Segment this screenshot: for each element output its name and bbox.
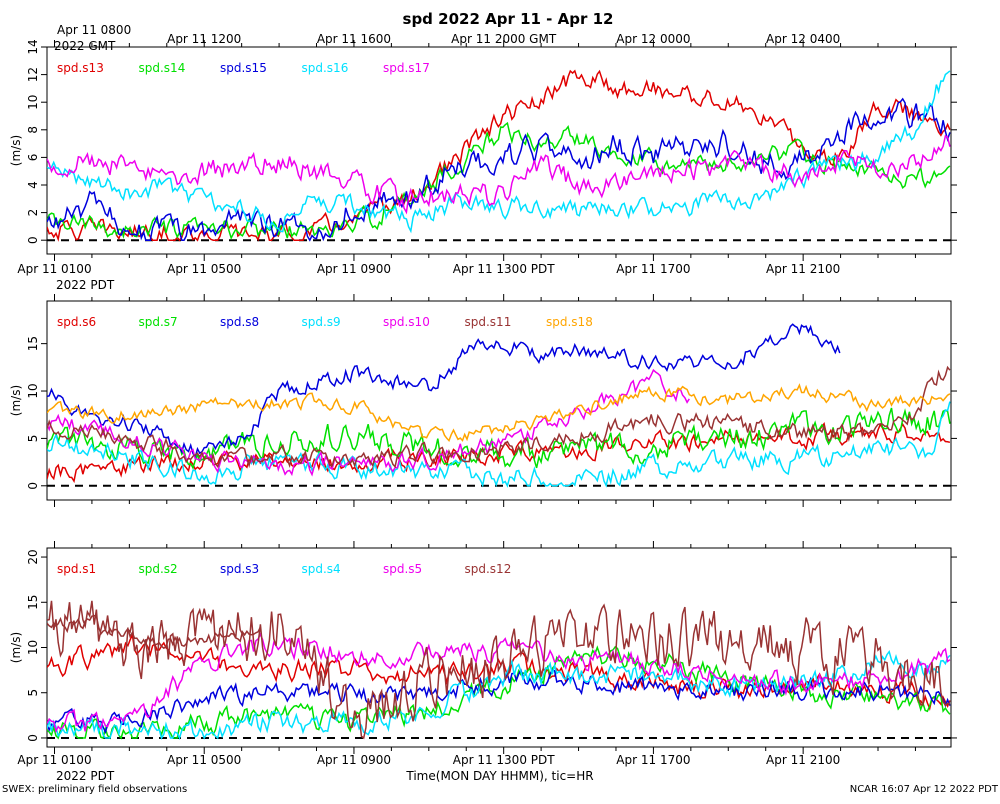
series-line-spd-s8 — [47, 323, 841, 460]
gmt-tick-label: Apr 11 1600 — [317, 32, 391, 46]
y-tick-label: 14 — [26, 39, 40, 54]
legend-spd-s3: spd.s3 — [220, 562, 259, 576]
pdt-tick-label: Apr 11 1300 PDT — [453, 262, 555, 276]
y-axis-label: (m/s) — [9, 385, 23, 416]
y-tick-label: 15 — [26, 336, 40, 351]
y-tick-label: 5 — [26, 435, 40, 443]
legend-spd-s10: spd.s10 — [383, 315, 430, 329]
pdt-tick-label: Apr 11 2100 — [766, 753, 840, 767]
gmt-tick-label: Apr 11 1200 — [167, 32, 241, 46]
footer-right: NCAR 16:07 Apr 12 2022 PDT — [850, 784, 999, 795]
y-tick-label: 15 — [26, 595, 40, 610]
legend-spd-s16: spd.s16 — [302, 61, 349, 75]
series-line-spd-s13 — [47, 69, 951, 242]
plot-frame — [46, 46, 952, 255]
pdt-tick-label: Apr 11 0500 — [167, 753, 241, 767]
legend-spd-s15: spd.s15 — [220, 61, 267, 75]
gmt-tick-label: Apr 12 0000 — [616, 32, 690, 46]
series-line-spd-s18 — [47, 383, 951, 442]
series-line-spd-s16 — [47, 70, 951, 234]
pdt-year-label: 2022 PDT — [56, 278, 115, 292]
pdt-tick-label: Apr 11 0900 — [317, 753, 391, 767]
series-line-spd-s15 — [47, 97, 951, 242]
series-line-spd-s7 — [47, 407, 951, 470]
legend-spd-s1: spd.s1 — [57, 562, 96, 576]
legend-spd-s5: spd.s5 — [383, 562, 422, 576]
panel-bottom: 0 5 10 15 20 (m/s) spd.s1 spd.s2 spd.s3 spd.s4 spd… — [9, 541, 957, 754]
y-tick-label: 0 — [26, 236, 40, 244]
series-line-spd-s12-early — [47, 614, 262, 650]
y-tick-label: 10 — [26, 383, 40, 398]
legend-spd-s9: spd.s9 — [302, 315, 341, 329]
gmt-tick-label: Apr 12 0400 — [766, 32, 840, 46]
pdt-tick-label: Apr 11 1300 PDT — [453, 753, 555, 767]
y-tick-label: 10 — [26, 640, 40, 655]
y-tick-label: 0 — [26, 482, 40, 490]
pdt-tick-label: Apr 11 0100 — [17, 753, 91, 767]
plot-frame — [46, 300, 952, 501]
y-tick-label: 20 — [26, 549, 40, 564]
legend-spd-s7: spd.s7 — [139, 315, 178, 329]
y-tick-label: 10 — [26, 95, 40, 110]
y-axis-label: (m/s) — [9, 135, 23, 166]
legend-spd-s6: spd.s6 — [57, 315, 96, 329]
y-tick-label: 6 — [26, 154, 40, 162]
legend-spd-s17: spd.s17 — [383, 61, 430, 75]
legend-spd-s2: spd.s2 — [139, 562, 178, 576]
series-line-spd-s17 — [47, 134, 951, 215]
footer-left: SWEX: preliminary field observations — [2, 784, 187, 795]
chart-title: spd 2022 Apr 11 - Apr 12 — [403, 10, 614, 28]
pdt-tick-label: Apr 11 1700 — [616, 262, 690, 276]
y-tick-label: 12 — [26, 67, 40, 82]
plot-frame — [46, 547, 952, 748]
pdt-tick-label: Apr 11 0100 — [17, 262, 91, 276]
legend-spd-s13: spd.s13 — [57, 61, 104, 75]
series-line-spd-s5 — [47, 632, 951, 734]
series-line-spd-s9 — [47, 401, 951, 488]
gmt-tick-label: Apr 11 2000 GMT — [451, 32, 557, 46]
y-axis-label: (m/s) — [9, 632, 23, 663]
series-line-spd-s11 — [47, 365, 951, 469]
gmt-start-label: Apr 11 0800 — [57, 23, 131, 37]
series-line-spd-s12 — [47, 600, 951, 740]
series-line-spd-s14 — [47, 121, 951, 241]
y-tick-label: 5 — [26, 689, 40, 697]
pdt-tick-label: Apr 11 0500 — [167, 262, 241, 276]
series-line-spd-s10 — [47, 368, 690, 477]
y-tick-label: 2 — [26, 209, 40, 217]
gmt-year-label: 2022 GMT — [54, 39, 116, 53]
legend-spd-s12: spd.s12 — [465, 562, 512, 576]
legend-spd-s11: spd.s11 — [465, 315, 512, 329]
legend-spd-s8: spd.s8 — [220, 315, 259, 329]
pdt-tick-label: Apr 11 2100 — [766, 262, 840, 276]
pdt-year-label: 2022 PDT — [56, 769, 115, 783]
panel-top: 0 2 4 6 8 10 12 14 (m/s) spd.s13 spd.s14 spd.s15 spd… — [9, 39, 957, 261]
legend-spd-s18: spd.s18 — [546, 315, 593, 329]
legend-spd-s4: spd.s4 — [302, 562, 341, 576]
series-line-spd-s6 — [47, 421, 951, 484]
panel-middle: 0 5 10 15 (m/s) spd.s6 spd.s7 spd.s8 spd.s9 spd.s… — [9, 294, 957, 507]
series-line-spd-s3 — [47, 668, 951, 735]
pdt-tick-label: Apr 11 1700 — [616, 753, 690, 767]
legend-spd-s14: spd.s14 — [139, 61, 186, 75]
y-tick-label: 0 — [26, 734, 40, 742]
pdt-tick-label: Apr 11 0900 — [317, 262, 391, 276]
y-tick-label: 8 — [26, 126, 40, 134]
y-tick-label: 4 — [26, 181, 40, 189]
x-axis-label: Time(MON DAY HHMM), tic=HR — [405, 769, 593, 783]
